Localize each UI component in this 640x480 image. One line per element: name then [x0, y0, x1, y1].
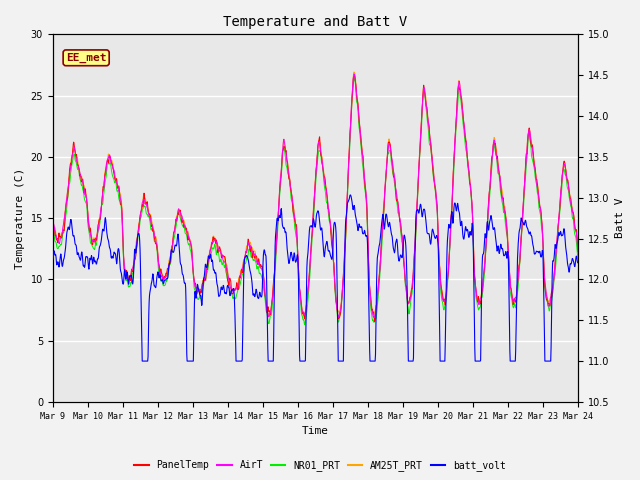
Line: AM25T_PRT: AM25T_PRT	[52, 72, 578, 315]
AM25T_PRT	[153, 239, 161, 245]
Y-axis label: Batt V: Batt V	[615, 198, 625, 239]
AM25T_PRT	[225, 274, 232, 280]
AirT	[466, 181, 474, 187]
AirT	[350, 71, 358, 77]
PanelTemp	[466, 181, 474, 187]
AirT	[397, 229, 405, 235]
PanelTemp	[351, 73, 358, 79]
Y-axis label: Temperature (C): Temperature (C)	[15, 168, 25, 269]
PanelTemp	[225, 281, 232, 287]
batt_volt	[225, 284, 232, 290]
batt_volt	[154, 273, 161, 278]
PanelTemp	[153, 245, 161, 251]
AirT	[153, 241, 161, 247]
AM25T_PRT	[350, 69, 358, 75]
AirT	[225, 274, 232, 280]
NR01_PRT	[301, 322, 308, 327]
AM25T_PRT	[300, 312, 307, 318]
PanelTemp	[397, 231, 405, 237]
NR01_PRT	[397, 236, 405, 242]
NR01_PRT	[153, 245, 161, 251]
batt_volt	[346, 192, 354, 198]
batt_volt	[466, 228, 474, 234]
AM25T_PRT	[574, 246, 582, 252]
PanelTemp	[513, 294, 520, 300]
Text: EE_met: EE_met	[66, 53, 106, 63]
X-axis label: Time: Time	[302, 426, 329, 436]
batt_volt	[49, 256, 56, 262]
AirT	[166, 260, 173, 265]
PanelTemp	[166, 261, 173, 267]
Title: Temperature and Batt V: Temperature and Batt V	[223, 15, 408, 29]
batt_volt	[166, 259, 174, 264]
Line: AirT: AirT	[52, 74, 578, 318]
PanelTemp	[371, 319, 379, 324]
NR01_PRT	[466, 183, 474, 189]
NR01_PRT	[513, 300, 520, 306]
Line: batt_volt: batt_volt	[52, 195, 578, 361]
AirT	[335, 315, 342, 321]
AM25T_PRT	[49, 219, 56, 225]
NR01_PRT	[225, 279, 232, 285]
AirT	[574, 249, 582, 255]
AirT	[513, 292, 520, 298]
PanelTemp	[49, 220, 56, 226]
Legend: PanelTemp, AirT, NR01_PRT, AM25T_PRT, batt_volt: PanelTemp, AirT, NR01_PRT, AM25T_PRT, ba…	[130, 456, 510, 475]
NR01_PRT	[49, 222, 56, 228]
batt_volt	[138, 358, 146, 364]
AM25T_PRT	[397, 228, 405, 233]
Line: PanelTemp: PanelTemp	[52, 76, 578, 322]
NR01_PRT	[351, 76, 358, 82]
AM25T_PRT	[466, 177, 474, 183]
PanelTemp	[574, 249, 582, 254]
batt_volt	[574, 260, 582, 266]
NR01_PRT	[574, 255, 582, 261]
batt_volt	[513, 307, 520, 313]
AirT	[49, 220, 56, 226]
NR01_PRT	[166, 262, 173, 268]
Line: NR01_PRT: NR01_PRT	[52, 79, 578, 324]
AM25T_PRT	[513, 293, 520, 299]
AM25T_PRT	[166, 256, 173, 262]
batt_volt	[397, 253, 405, 259]
